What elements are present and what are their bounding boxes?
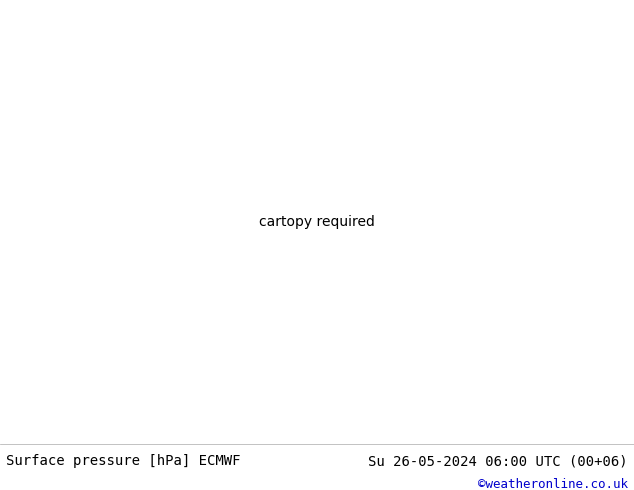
Text: cartopy required: cartopy required (259, 215, 375, 229)
Text: Su 26-05-2024 06:00 UTC (00+06): Su 26-05-2024 06:00 UTC (00+06) (368, 454, 628, 468)
Text: Surface pressure [hPa] ECMWF: Surface pressure [hPa] ECMWF (6, 454, 241, 468)
Text: ©weatheronline.co.uk: ©weatheronline.co.uk (477, 478, 628, 490)
